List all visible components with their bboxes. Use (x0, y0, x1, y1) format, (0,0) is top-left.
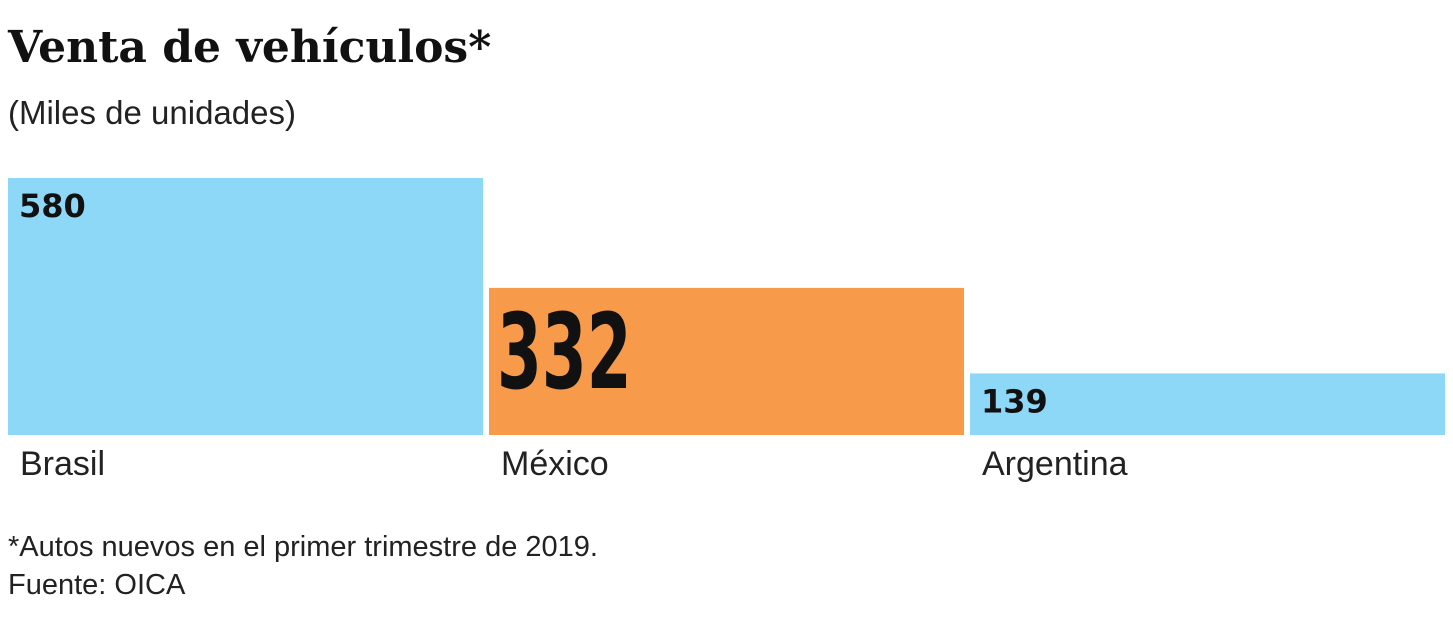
bar (8, 178, 483, 435)
chart-subtitle: (Miles de unidades) (8, 94, 296, 131)
footnote: *Autos nuevos en el primer trimestre de … (8, 531, 598, 563)
value-label: 580 (19, 187, 86, 225)
value-label: 332 (497, 293, 632, 413)
source: Fuente: OICA (8, 569, 186, 601)
value-label: 139 (981, 382, 1048, 420)
chart-title: Venta de vehículos* (7, 22, 491, 73)
category-label: Argentina (982, 445, 1128, 483)
category-label: México (501, 445, 609, 483)
bar (970, 373, 1445, 435)
bar (489, 287, 964, 435)
category-label: Brasil (20, 445, 105, 483)
